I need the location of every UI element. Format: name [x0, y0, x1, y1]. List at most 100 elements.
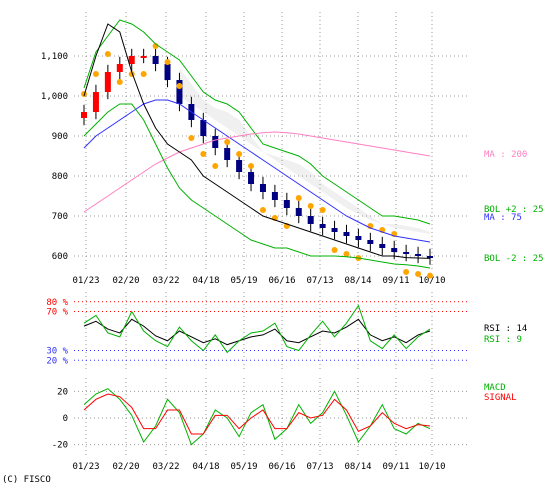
y-tick-label: 800 — [52, 172, 68, 182]
y-tick-label: 20 — [57, 387, 68, 397]
x-tick-label: 08/14 — [344, 276, 371, 286]
x-tick-label: 01/23 — [72, 276, 99, 286]
x-tick-label: 06/16 — [268, 462, 295, 472]
candle-body — [200, 120, 207, 136]
parabolic-dot — [415, 271, 422, 277]
candle-body — [259, 184, 266, 192]
candle-body — [379, 244, 386, 248]
x-tick-label: 02/20 — [112, 462, 139, 472]
series-line — [83, 19, 431, 225]
legend-entry: MACD — [484, 383, 506, 393]
legend-entry: SIGNAL — [484, 393, 517, 403]
x-tick-label: 10/10 — [418, 462, 445, 472]
y-tick-label: 80 % — [46, 298, 68, 308]
candle-body — [212, 136, 219, 148]
price-panel: 1,100 1,000 900 800 700 600 01/23 02/20 03/22 04/… — [41, 12, 544, 286]
legend-entry: RSI : 14 — [484, 324, 527, 334]
candle-body — [403, 252, 410, 254]
candle-body — [319, 224, 326, 228]
y-tick-label: -20 — [52, 441, 68, 451]
x-tick-label: 04/18 — [192, 276, 219, 286]
candle-body — [92, 92, 99, 112]
x-tick-label: 05/19 — [230, 276, 257, 286]
x-tick-label: 06/16 — [268, 276, 295, 286]
legend-entry: BOL -2 : 25 — [484, 254, 544, 264]
parabolic-dot — [188, 135, 195, 141]
candle-body — [140, 56, 147, 58]
x-tick-label: 09/11 — [382, 462, 409, 472]
y-tick-label: 900 — [52, 132, 68, 142]
candle-body — [343, 232, 350, 236]
legend-entry: BOL +2 : 25 — [484, 205, 544, 215]
x-tick-label: 02/20 — [112, 276, 139, 286]
candle-body — [81, 112, 87, 118]
parabolic-dot — [92, 71, 99, 77]
parabolic-dot — [295, 195, 302, 201]
candle-body — [367, 240, 374, 244]
x-tick-label: 03/22 — [152, 462, 179, 472]
candle-body — [307, 216, 314, 224]
parabolic-dot — [200, 151, 207, 157]
x-tick-label: 08/14 — [344, 462, 371, 472]
candle-body — [331, 228, 338, 232]
x-tick-label: 04/18 — [192, 462, 219, 472]
parabolic-dot — [343, 251, 350, 257]
series-line — [83, 99, 431, 243]
y-tick-label: 1,100 — [41, 52, 68, 62]
parabolic-dot — [224, 139, 231, 145]
candle-body — [271, 192, 278, 200]
x-tick-label: 09/11 — [382, 276, 409, 286]
parabolic-dot — [116, 79, 123, 85]
candle-body — [295, 208, 302, 216]
parabolic-dot — [104, 51, 111, 57]
x-tick-label: 07/13 — [306, 462, 333, 472]
parabolic-dot — [236, 151, 243, 157]
candle-body — [224, 148, 231, 160]
parabolic-dot — [81, 91, 87, 97]
parabolic-dot — [248, 163, 255, 169]
candle-body — [415, 254, 422, 256]
legend-entry: MA : 75 — [484, 213, 522, 223]
candle-body — [248, 172, 255, 184]
macd-panel: 20 0 -20 01/23 02/20 03/22 04/18 05/19 06/16 07/1… — [52, 378, 517, 472]
parabolic-dot — [331, 247, 338, 253]
candle-body — [427, 256, 433, 258]
series-line — [83, 304, 431, 354]
series-line — [83, 23, 431, 259]
copyright-text: (C) FISCO — [2, 475, 51, 485]
series-line — [83, 103, 431, 269]
parabolic-dot — [176, 83, 183, 89]
parabolic-dot — [307, 203, 314, 209]
y-tick-label: 20 % — [46, 356, 68, 366]
series-line — [83, 131, 431, 213]
candle-body — [355, 236, 362, 240]
legend-entry: MA : 200 — [484, 150, 527, 160]
candle-body — [164, 64, 171, 80]
candle-body — [152, 56, 159, 64]
parabolic-dot — [212, 163, 219, 169]
candle-body — [176, 80, 183, 104]
candle-body — [236, 160, 243, 172]
x-tick-label: 03/22 — [152, 276, 179, 286]
y-tick-label: 0 — [63, 414, 68, 424]
candle-body — [128, 56, 135, 64]
parabolic-dot — [403, 269, 410, 275]
y-tick-label: 700 — [52, 212, 68, 222]
ichimoku-cloud — [179, 68, 430, 234]
parabolic-dot — [164, 59, 171, 65]
series-line — [83, 388, 431, 446]
parabolic-dot — [319, 207, 326, 213]
legend-entry: RSI : 9 — [484, 335, 522, 345]
candle-body — [391, 248, 398, 252]
y-tick-label: 30 % — [46, 347, 68, 357]
x-tick-label: 05/19 — [230, 462, 257, 472]
x-tick-label: 07/13 — [306, 276, 333, 286]
parabolic-dot — [259, 207, 266, 213]
candle-body — [116, 64, 123, 72]
parabolic-dot — [427, 272, 433, 279]
y-tick-label: 1,000 — [41, 92, 68, 102]
series-line — [83, 318, 431, 346]
x-tick-label: 10/10 — [418, 276, 445, 286]
